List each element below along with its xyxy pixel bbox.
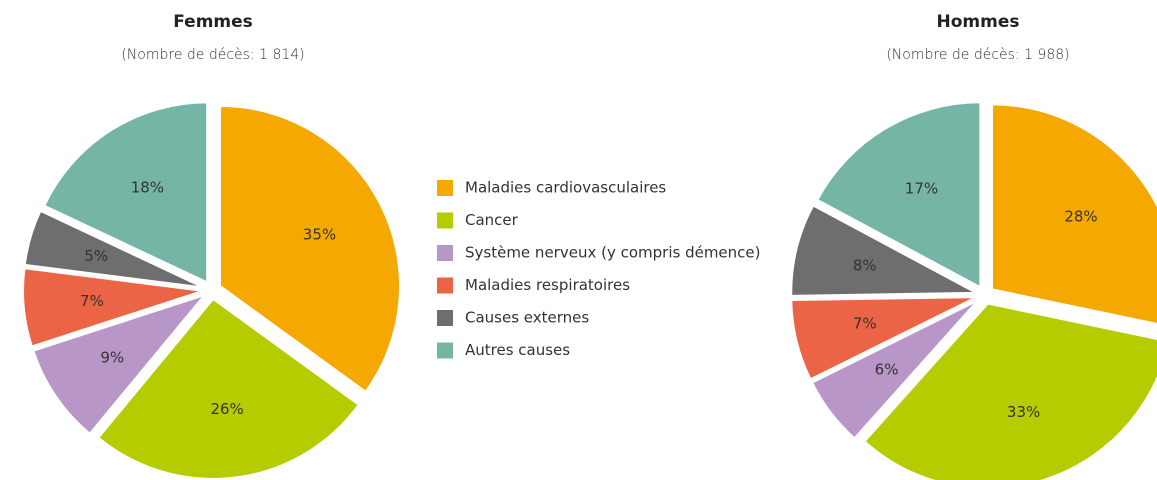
legend-swatch xyxy=(437,180,453,196)
legend-swatch xyxy=(437,212,453,229)
pie-slice xyxy=(219,104,401,394)
pie-slice xyxy=(863,302,1157,480)
legend-swatch xyxy=(437,277,453,294)
pie-slice xyxy=(32,293,208,436)
data-label: 28% xyxy=(1064,208,1097,226)
data-label: 33% xyxy=(1007,403,1040,421)
legend-label: Causes externes xyxy=(465,309,589,327)
data-label: 7% xyxy=(853,315,877,333)
legend-label: Maladies respiratoires xyxy=(465,276,630,294)
pie-slice xyxy=(790,296,977,381)
data-label: 35% xyxy=(303,226,336,244)
data-label: 8% xyxy=(853,256,877,274)
data-label: 26% xyxy=(210,400,243,418)
pie-slice xyxy=(815,101,982,289)
legend-label: Système nerveux (y compris démence) xyxy=(465,244,761,262)
pie-slice xyxy=(23,209,204,289)
data-label: 17% xyxy=(905,179,938,197)
pie-slice xyxy=(42,101,209,284)
chart-title: Femmes xyxy=(173,12,253,32)
legend-swatch xyxy=(437,310,453,326)
pie-slice xyxy=(810,299,979,440)
legend-label: Autres causes xyxy=(465,341,570,359)
legend-swatch xyxy=(437,245,453,261)
legend-label: Maladies cardiovasculaires xyxy=(465,179,666,197)
data-label: 9% xyxy=(100,348,124,366)
chart-subtitle: (Nombre de décès: 1 988) xyxy=(886,47,1069,63)
legend-swatch xyxy=(437,342,453,359)
pie-slice xyxy=(22,267,204,348)
pie-slice xyxy=(96,297,361,480)
chart-subtitle: (Nombre de décès: 1 814) xyxy=(121,47,304,63)
pie-slice xyxy=(790,204,981,297)
data-label: 7% xyxy=(80,292,104,310)
data-label: 5% xyxy=(84,247,108,265)
pie-slice xyxy=(990,103,1157,325)
data-label: 18% xyxy=(131,179,164,197)
legend-label: Cancer xyxy=(465,211,519,229)
data-label: 6% xyxy=(875,360,899,378)
chart-title: Hommes xyxy=(937,12,1020,32)
